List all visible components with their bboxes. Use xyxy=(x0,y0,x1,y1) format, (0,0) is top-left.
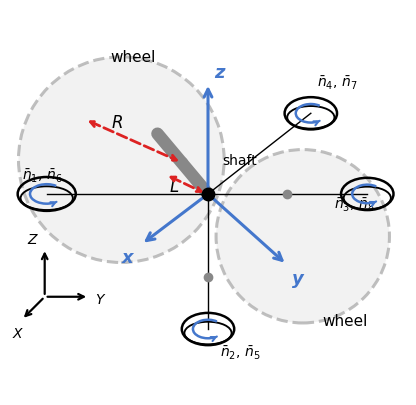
Text: shaft: shaft xyxy=(222,153,257,167)
Text: wheel: wheel xyxy=(322,313,367,328)
Circle shape xyxy=(18,58,224,263)
Text: wheel: wheel xyxy=(111,50,156,65)
Text: $\boldsymbol{y}$: $\boldsymbol{y}$ xyxy=(291,271,305,289)
Text: $\bar{n}_3,\,\bar{n}_8$: $\bar{n}_3,\,\bar{n}_8$ xyxy=(334,196,375,213)
Circle shape xyxy=(216,150,389,323)
Text: $Y$: $Y$ xyxy=(95,292,106,306)
Text: $X$: $X$ xyxy=(12,326,24,340)
Text: $L$: $L$ xyxy=(169,177,179,196)
Text: $\bar{n}_2,\,\bar{n}_5$: $\bar{n}_2,\,\bar{n}_5$ xyxy=(220,344,261,361)
Text: $\boldsymbol{z}$: $\boldsymbol{z}$ xyxy=(214,64,227,82)
Text: $\bar{n}_1,\,\bar{n}_6$: $\bar{n}_1,\,\bar{n}_6$ xyxy=(22,168,63,185)
Text: $R$: $R$ xyxy=(111,114,123,132)
Text: $\bar{n}_4,\,\bar{n}_7$: $\bar{n}_4,\,\bar{n}_7$ xyxy=(317,75,358,92)
Text: $Z$: $Z$ xyxy=(27,233,39,247)
Text: $\boldsymbol{x}$: $\boldsymbol{x}$ xyxy=(121,249,136,267)
